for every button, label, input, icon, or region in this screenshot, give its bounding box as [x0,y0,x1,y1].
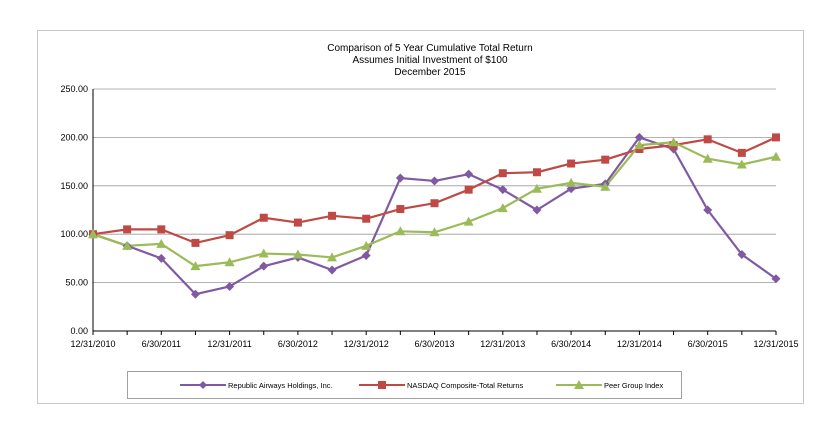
data-point-s2-10 [429,227,440,237]
data-point-s1-18 [703,135,712,144]
x-tick-label: 12/31/2011 [207,339,251,349]
data-point-s1-3 [191,238,200,247]
data-point-s0-16 [634,132,644,142]
legend-item-republic: Republic Airways Holdings, Inc. [180,381,333,390]
data-point-s0-13 [532,205,542,215]
data-point-s0-10 [430,176,439,186]
data-point-s2-1 [122,240,133,250]
data-point-s1-9 [396,205,405,214]
y-tick-label: 50.00 [65,278,88,288]
data-point-s0-12 [498,185,508,195]
data-point-s0-9 [395,173,405,183]
data-point-s1-13 [532,168,541,177]
legend-marker-nasdaq [378,381,386,389]
x-tick-label: 12/31/2015 [753,339,798,349]
data-point-s1-11 [464,185,473,194]
data-point-s1-2 [157,225,166,234]
data-point-s2-3 [190,261,201,271]
data-point-s2-5 [258,248,269,258]
data-point-s2-11 [463,216,474,226]
chart-subtitle: Assumes Initial Investment of $100 [352,55,508,66]
data-point-s0-11 [464,169,474,179]
data-point-s2-8 [361,240,372,250]
legend-marker-peer [574,380,584,389]
data-point-s1-20 [772,133,780,142]
y-tick-label: 0.00 [70,326,88,336]
data-point-s2-18 [702,153,713,163]
data-point-s2-19 [736,159,747,169]
data-point-s2-7 [327,252,338,262]
x-tick-label: 6/30/2013 [414,339,454,349]
chart-frame: Comparison of 5 Year Cumulative Total Re… [37,30,804,404]
data-point-s2-6 [292,249,303,259]
legend-label-nasdaq: NASDAQ Composite-Total Returns [407,381,524,390]
data-point-s0-2 [156,253,166,263]
series-line-0 [92,136,777,296]
chart-date: December 2015 [394,67,466,78]
data-point-s0-5 [259,261,269,271]
y-tick-label: 250.00 [60,84,88,94]
y-tick-label: 150.00 [60,181,88,191]
legend-label-peer: Peer Group Index [604,381,663,390]
x-tick-label: 12/31/2012 [344,339,389,349]
data-point-s0-18 [703,205,713,215]
data-point-s2-17 [668,137,679,147]
data-point-s1-4 [225,231,234,240]
legend-marker-republic [199,381,207,389]
data-point-s2-20 [771,151,781,161]
data-point-s2-0 [88,229,98,239]
data-point-s0-8 [361,250,371,260]
data-point-s0-7 [327,265,337,275]
x-tick-label: 12/31/2010 [70,339,115,349]
data-point-s1-19 [737,148,746,157]
data-point-s1-8 [362,214,371,223]
x-tick-label: 6/30/2012 [278,339,318,349]
legend: Republic Airways Holdings, Inc. NASDAQ C… [127,371,682,399]
data-point-s0-19 [737,250,747,260]
data-point-s1-7 [328,211,337,220]
x-tick-label: 6/30/2011 [142,339,181,349]
chart-title: Comparison of 5 Year Cumulative Total Re… [327,43,532,54]
data-point-s0-4 [225,281,235,291]
data-point-s1-1 [123,225,132,234]
grid-lines [93,88,776,284]
data-point-s2-2 [156,238,167,248]
data-point-s1-12 [498,169,507,178]
data-point-s2-13 [531,183,542,193]
data-point-s2-14 [566,177,577,187]
data-point-s0-20 [771,274,781,284]
legend-label-republic: Republic Airways Holdings, Inc. [228,381,333,390]
data-point-s1-5 [259,213,268,222]
y-axis-ticks: 0.00 50.00 100.00 150.00 200.00 250.00 [60,84,88,336]
data-point-s1-10 [430,199,439,208]
data-point-s2-15 [600,181,611,191]
data-point-s1-6 [293,218,302,227]
data-point-s2-4 [224,257,235,267]
legend-item-nasdaq: NASDAQ Composite-Total Returns [359,381,524,390]
data-point-s2-9 [395,226,406,236]
legend-item-peer: Peer Group Index [556,380,663,390]
x-axis-ticks: 12/31/2010 6/30/2011 12/31/2011 6/30/2012 12… [70,331,799,349]
data-point-s0-3 [190,289,200,299]
data-point-s1-15 [601,155,610,164]
x-tick-label: 12/31/2014 [617,339,662,349]
plot-area [88,132,781,299]
line-chart: Comparison of 5 Year Cumulative Total Re… [60,43,799,349]
x-tick-label: 12/31/2013 [480,339,525,349]
data-point-s2-16 [634,140,645,150]
y-tick-label: 200.00 [60,132,88,142]
data-point-s1-14 [567,159,576,168]
data-point-s2-12 [497,203,508,213]
y-tick-label: 100.00 [60,229,88,239]
x-tick-label: 6/30/2014 [551,339,591,349]
x-tick-label: 6/30/2015 [688,339,728,349]
